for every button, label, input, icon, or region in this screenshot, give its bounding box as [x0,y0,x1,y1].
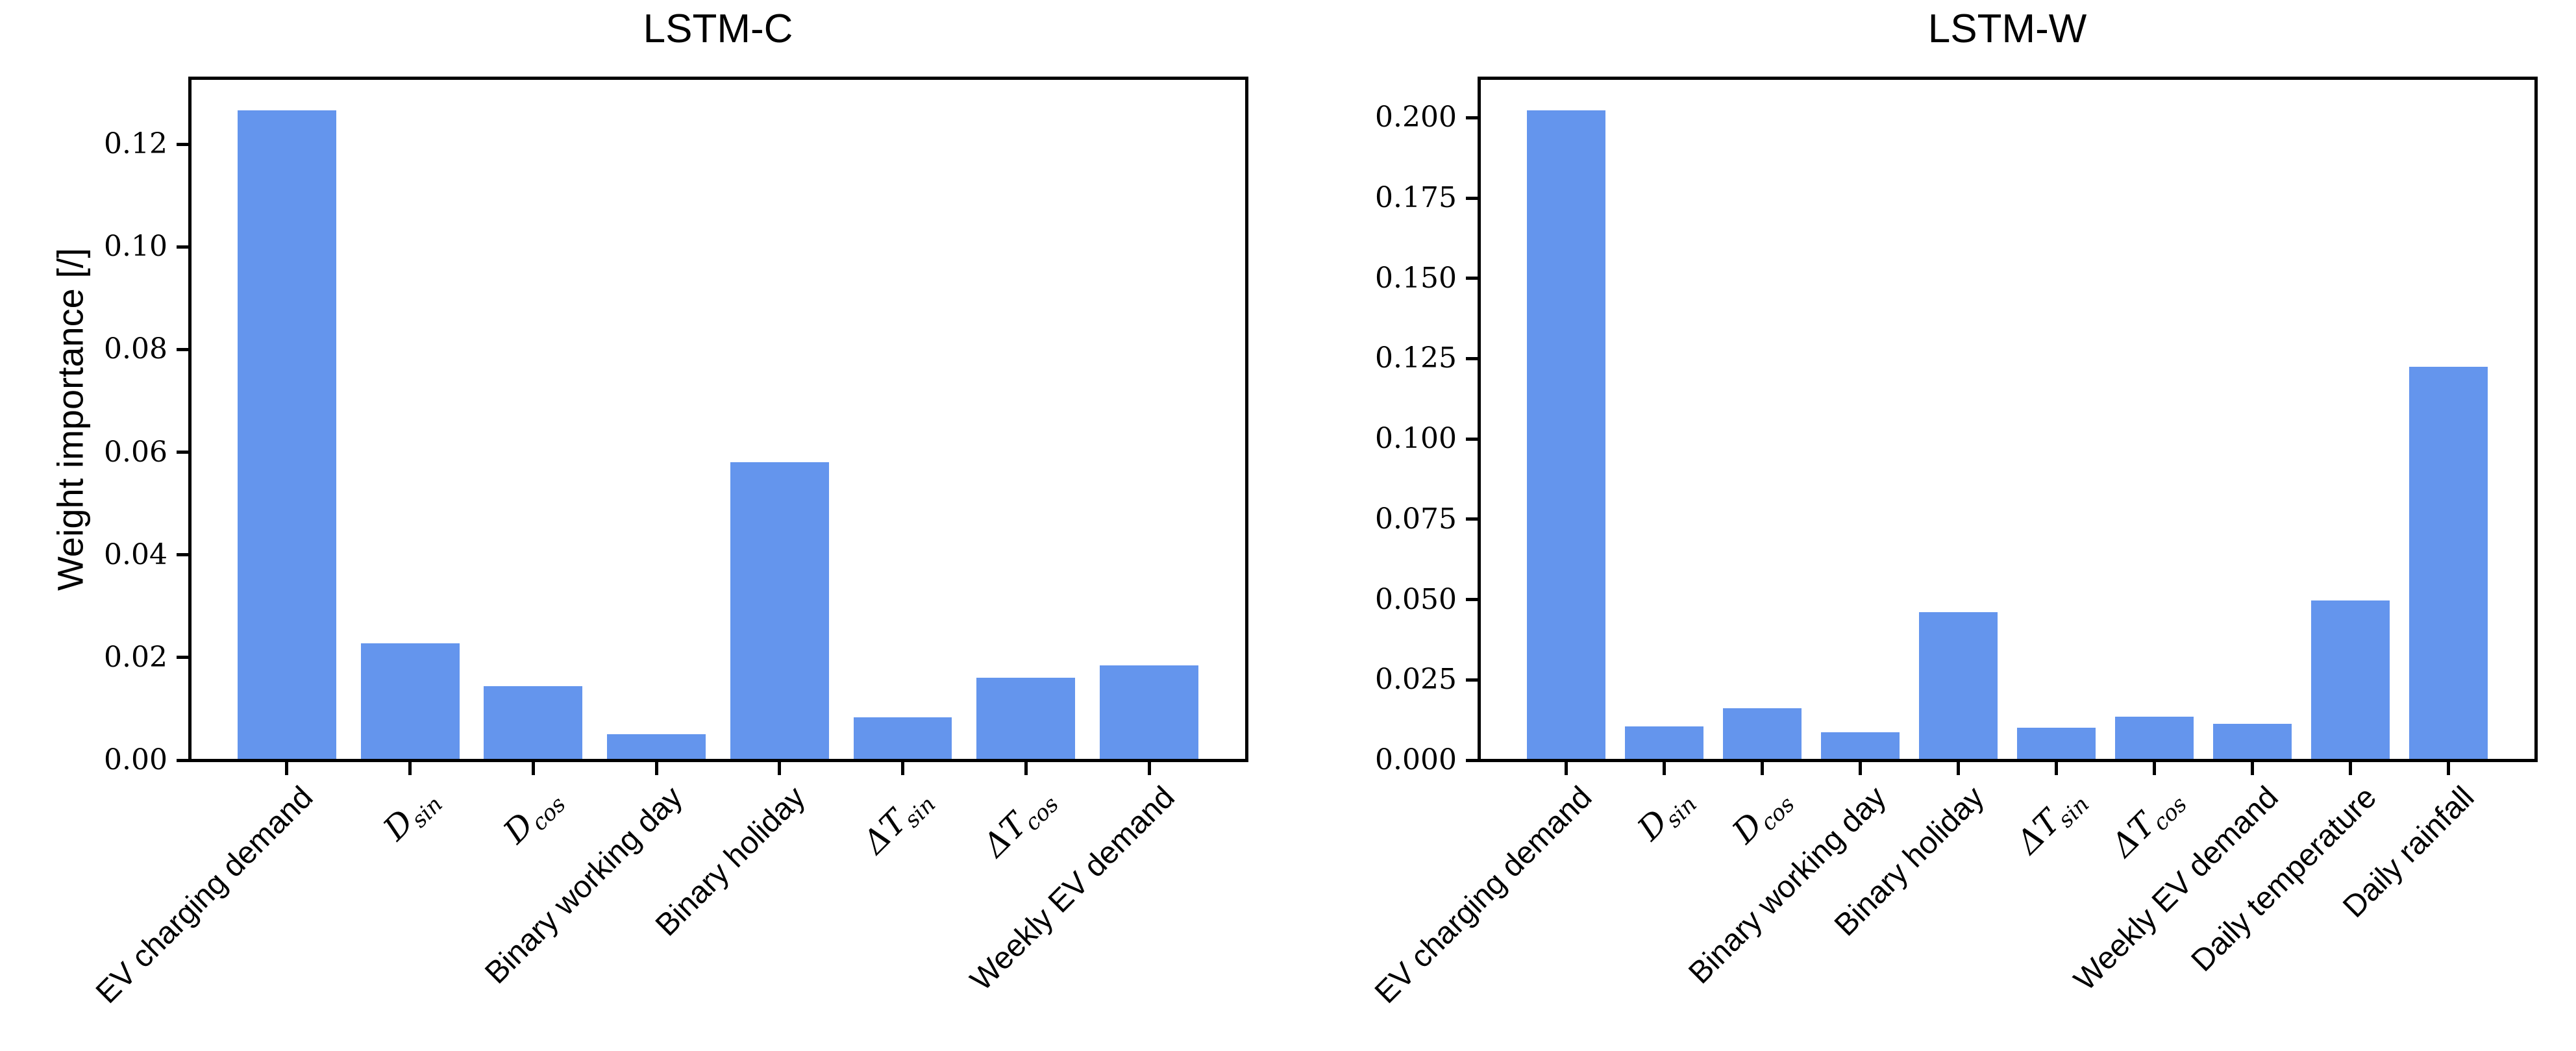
xtick-mark [2349,762,2353,775]
xtick-label: ΔTcos [2104,791,2193,865]
xtick-label: Dcos [496,791,571,851]
chart-title: LSTM-C [643,6,793,51]
bar [1723,708,1802,760]
bar [360,643,460,760]
bar [1527,110,1605,760]
ytick-label: 0.00 [104,743,167,776]
xtick-label: Dcos [1725,791,1801,851]
xtick-mark [1956,762,1960,775]
ytick-label: 0.12 [104,127,167,161]
bar [1625,726,1703,760]
xtick-label: Daily rainfall [2336,780,2481,924]
ytick-mark [1466,437,1479,441]
ytick-label: 0.08 [104,332,167,366]
ytick-mark [1466,758,1479,762]
plot-area-lstm-w [1478,77,2538,762]
xtick-label: Binary holiday [649,780,812,943]
xtick-label: Binary working day [1682,780,1893,991]
xtick-mark [1024,762,1028,775]
ytick-label: 0.06 [104,435,167,469]
ytick-mark [1466,678,1479,682]
bar [1821,732,1900,760]
ytick-label: 0.125 [1375,341,1457,375]
bar [2311,600,2390,760]
bar [2409,366,2488,760]
xtick-mark [531,762,535,775]
xtick-mark [1662,762,1666,775]
ytick-mark [177,451,190,454]
ytick-mark [1466,116,1479,119]
xtick-label: Dsin [1630,791,1702,848]
ytick-mark [177,142,190,146]
ytick-label: 0.10 [104,230,167,264]
ytick-label: 0.000 [1375,743,1457,776]
plot-area-lstm-c [188,77,1248,762]
xtick-mark [285,762,289,775]
ytick-label: 0.075 [1375,502,1457,536]
ytick-label: 0.050 [1375,582,1457,616]
ytick-label: 0.025 [1375,663,1457,697]
y-axis-label: Weight importance [/] [49,247,91,591]
ytick-mark [177,245,190,249]
ytick-label: 0.04 [104,538,167,571]
bar [853,717,952,760]
xtick-label: EV charging demand [1368,780,1599,1011]
bar [2213,724,2292,760]
xtick-label: Weekly EV demand [964,780,1182,998]
ytick-mark [1466,277,1479,280]
bar [238,110,336,760]
ytick-mark [177,656,190,660]
ytick-mark [1466,196,1479,200]
xtick-label: Daily temperature [2185,780,2383,978]
xtick-mark [2153,762,2157,775]
xtick-mark [2447,762,2451,775]
ytick-mark [1466,598,1479,602]
bar [976,678,1076,760]
bar [2115,716,2194,760]
xtick-label: ΔTcos [975,791,1064,865]
bar [1919,612,1998,760]
xtick-label: ΔTsin [2009,791,2095,861]
ytick-label: 0.200 [1375,101,1457,134]
bar [1100,665,1198,760]
bar [730,462,829,760]
xtick-mark [1147,762,1151,775]
xtick-mark [1564,762,1568,775]
bar [484,686,583,760]
chart-title: LSTM-W [1927,6,2087,51]
ytick-mark [177,758,190,762]
ytick-mark [177,347,190,351]
xtick-mark [2251,762,2255,775]
ytick-label: 0.100 [1375,422,1457,456]
bar [2017,727,2096,760]
bar [607,734,706,760]
ytick-mark [1466,356,1479,360]
xtick-mark [2055,762,2058,775]
xtick-label: Binary holiday [1827,780,1991,943]
xtick-mark [1858,762,1862,775]
ytick-label: 0.02 [104,640,167,674]
xtick-mark [408,762,412,775]
xtick-mark [901,762,905,775]
ytick-mark [1466,517,1479,521]
ytick-label: 0.175 [1375,181,1457,215]
xtick-mark [654,762,658,775]
xtick-label: ΔTsin [855,791,941,861]
ytick-label: 0.150 [1375,261,1457,295]
ytick-mark [177,553,190,557]
xtick-mark [1760,762,1764,775]
xtick-label: Weekly EV demand [2067,780,2285,998]
xtick-label: EV charging demand [89,780,319,1011]
xtick-label: Binary working day [478,780,689,991]
xtick-label: Dsin [376,791,449,848]
xtick-mark [778,762,782,775]
